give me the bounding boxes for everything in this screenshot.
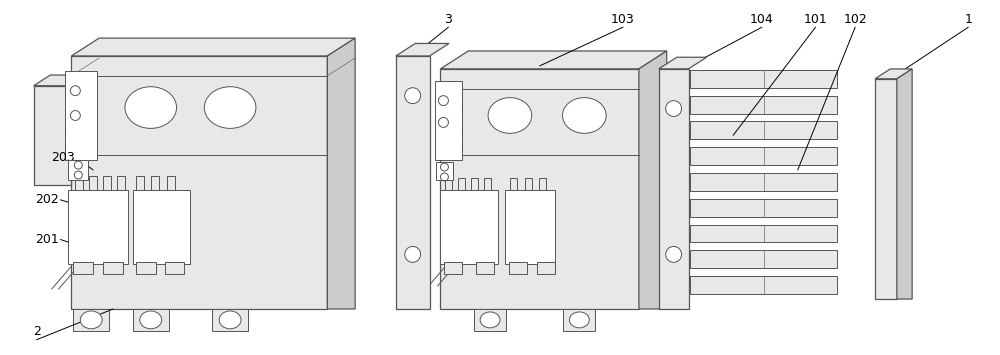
Polygon shape: [875, 69, 912, 79]
Ellipse shape: [80, 311, 102, 329]
Circle shape: [405, 246, 421, 262]
Text: 3: 3: [444, 13, 452, 26]
Ellipse shape: [140, 311, 162, 329]
Ellipse shape: [219, 311, 241, 329]
Text: 203: 203: [52, 151, 75, 164]
Bar: [103, 176, 111, 190]
Bar: [510, 178, 517, 190]
Bar: [103, 262, 123, 274]
Polygon shape: [396, 43, 449, 56]
Text: 103: 103: [611, 13, 635, 26]
Bar: [151, 176, 159, 190]
Bar: [690, 173, 837, 191]
Polygon shape: [897, 69, 912, 299]
Polygon shape: [440, 51, 667, 69]
Text: 101: 101: [804, 13, 827, 26]
Bar: [396, 56, 430, 309]
Ellipse shape: [563, 98, 606, 133]
Polygon shape: [659, 57, 707, 69]
Circle shape: [666, 100, 682, 116]
Circle shape: [405, 88, 421, 104]
Bar: [440, 69, 639, 309]
Polygon shape: [71, 38, 355, 56]
Bar: [525, 178, 532, 190]
Bar: [136, 176, 144, 190]
Bar: [690, 121, 837, 139]
Bar: [75, 176, 83, 190]
Bar: [458, 178, 465, 190]
Bar: [133, 309, 169, 331]
Bar: [484, 178, 491, 190]
Bar: [136, 262, 156, 274]
Bar: [563, 309, 595, 331]
Bar: [445, 178, 452, 190]
Bar: [444, 262, 462, 274]
Bar: [68, 190, 128, 264]
Bar: [690, 250, 837, 268]
Bar: [690, 199, 837, 217]
Bar: [659, 69, 689, 309]
Bar: [690, 70, 837, 88]
Bar: [435, 81, 462, 160]
Bar: [34, 86, 71, 185]
Bar: [471, 178, 478, 190]
Bar: [71, 56, 327, 309]
Bar: [212, 309, 248, 331]
Text: 1: 1: [964, 13, 972, 26]
Bar: [73, 309, 109, 331]
Bar: [539, 178, 546, 190]
Ellipse shape: [480, 312, 500, 328]
Text: 201: 201: [35, 233, 58, 246]
Bar: [165, 262, 184, 274]
Ellipse shape: [569, 312, 589, 328]
Polygon shape: [34, 75, 88, 86]
Bar: [167, 176, 175, 190]
Bar: [436, 162, 453, 180]
Bar: [505, 190, 555, 264]
Bar: [537, 262, 555, 274]
Circle shape: [666, 246, 682, 262]
Polygon shape: [327, 38, 355, 309]
Polygon shape: [639, 51, 667, 309]
Bar: [133, 190, 190, 264]
Bar: [117, 176, 125, 190]
Bar: [690, 147, 837, 165]
Bar: [474, 309, 506, 331]
Text: 104: 104: [750, 13, 774, 26]
Ellipse shape: [204, 87, 256, 129]
Bar: [73, 262, 93, 274]
Bar: [476, 262, 494, 274]
Text: 202: 202: [35, 193, 58, 206]
Text: 102: 102: [843, 13, 867, 26]
Bar: [690, 276, 837, 294]
Bar: [875, 79, 897, 299]
Bar: [690, 95, 837, 114]
Bar: [65, 71, 97, 160]
Ellipse shape: [125, 87, 177, 129]
Bar: [68, 160, 88, 180]
Bar: [89, 176, 97, 190]
Bar: [509, 262, 527, 274]
Bar: [440, 190, 498, 264]
Text: 2: 2: [33, 325, 41, 338]
Ellipse shape: [488, 98, 532, 133]
Bar: [690, 225, 837, 242]
